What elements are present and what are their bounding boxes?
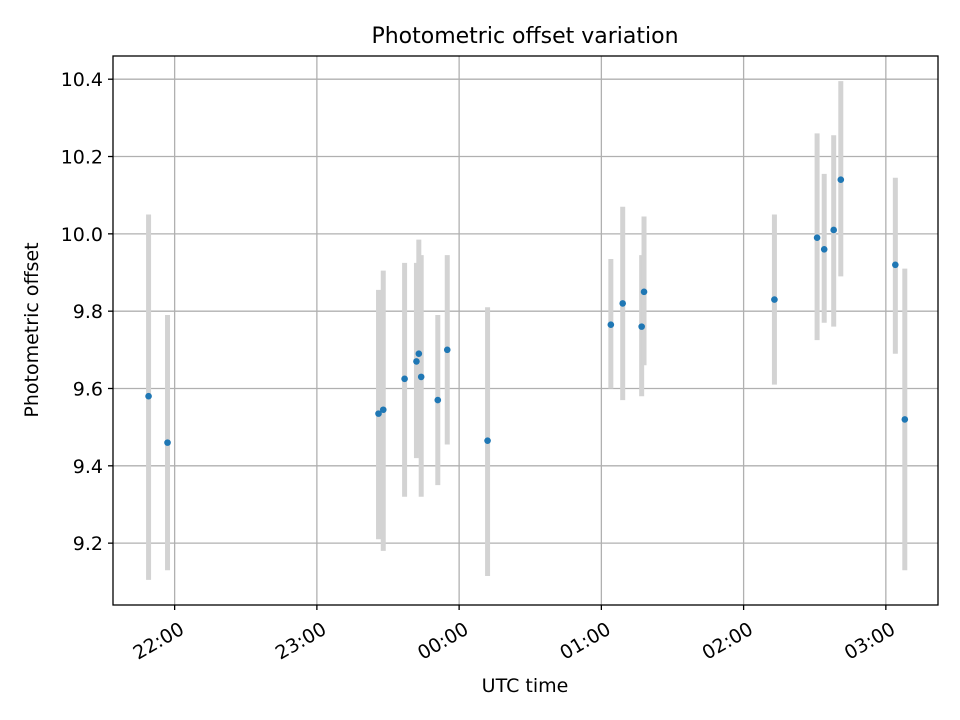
data-point [401, 375, 408, 383]
data-point [892, 261, 899, 269]
data-point [415, 350, 423, 357]
data-point [379, 406, 387, 414]
data-point [837, 176, 845, 184]
y-tick-label: 10.4 [61, 69, 103, 91]
plot-frame [112, 55, 939, 606]
y-tick-label: 9.2 [73, 533, 103, 555]
data-point [813, 234, 821, 242]
data-point [830, 226, 837, 234]
data-point [484, 437, 491, 444]
data-point [417, 373, 425, 381]
y-tick-label: 10.2 [61, 147, 103, 169]
y-tick-label: 9.8 [73, 301, 103, 323]
data-point [820, 246, 828, 253]
data-point [638, 323, 645, 330]
data-point [607, 321, 615, 329]
data-point [145, 392, 152, 400]
x-axis-label: UTC time [482, 675, 569, 697]
data-point [413, 358, 420, 365]
data-point [771, 296, 778, 303]
data-point [443, 346, 451, 354]
data-point [375, 410, 382, 417]
data-point [434, 396, 442, 404]
y-tick-label: 10.0 [61, 224, 103, 246]
chart-title: Photometric offset variation [371, 24, 678, 49]
data-point [619, 300, 626, 307]
data-point [164, 439, 171, 446]
y-axis-ticks: 9.2 9.4 9.6 9.8 10.0 10.2 10.4 [61, 69, 113, 555]
data-point [640, 288, 648, 296]
data-point [901, 416, 909, 423]
grid-lines [113, 56, 938, 605]
y-tick-label: 9.4 [73, 456, 103, 478]
y-tick-label: 9.6 [73, 378, 103, 400]
data-markers [145, 176, 909, 446]
y-axis-label: Photometric offset [21, 242, 43, 417]
